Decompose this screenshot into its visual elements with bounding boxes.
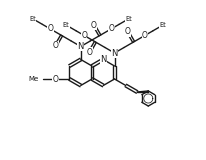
Text: O: O (108, 24, 114, 33)
Text: O: O (142, 31, 148, 40)
Text: Et: Et (63, 22, 69, 28)
Text: O: O (47, 24, 53, 33)
Text: O: O (53, 41, 59, 50)
Text: N: N (77, 42, 84, 51)
Text: O: O (81, 31, 87, 40)
Text: Et: Et (126, 16, 132, 22)
Text: N: N (100, 55, 107, 64)
Text: O: O (125, 27, 131, 36)
Text: O: O (91, 21, 97, 30)
Text: N: N (111, 48, 118, 57)
Text: Et: Et (160, 22, 166, 28)
Text: Et: Et (29, 16, 36, 22)
Text: O: O (53, 75, 59, 84)
Text: Me: Me (28, 76, 39, 82)
Text: O: O (87, 48, 92, 57)
